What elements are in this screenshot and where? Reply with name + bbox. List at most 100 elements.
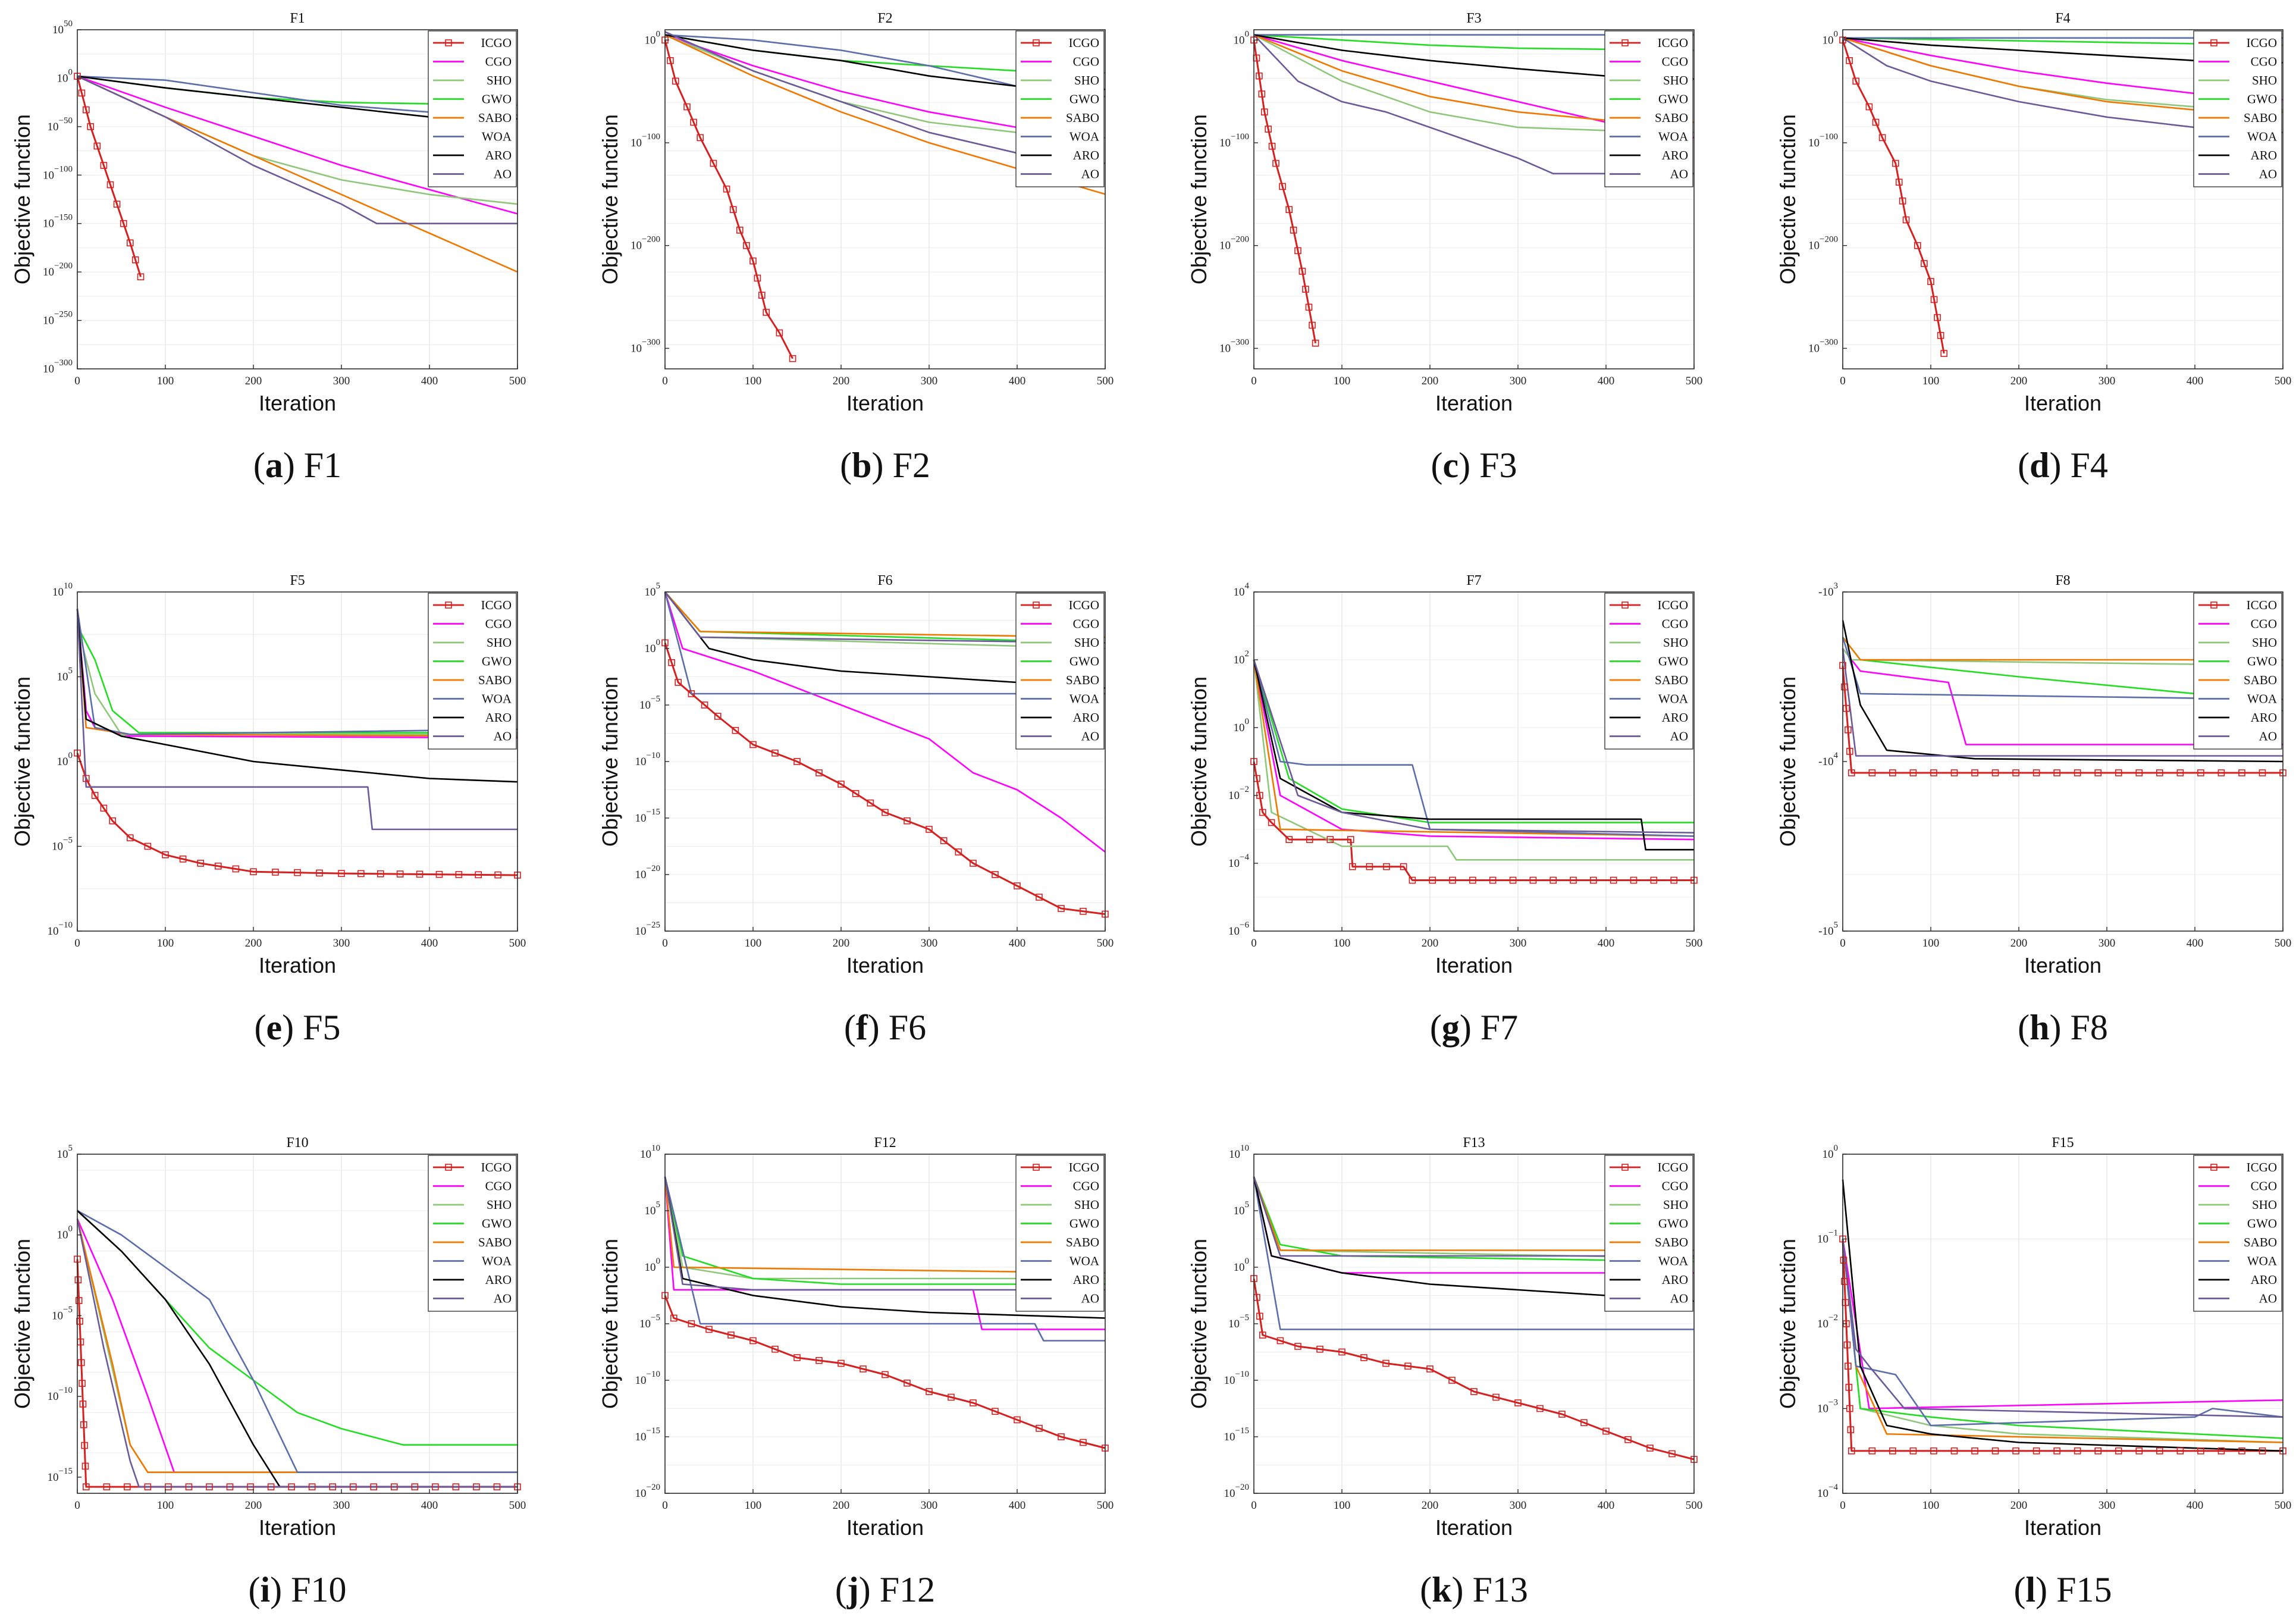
- legend-label: GWO: [482, 654, 512, 669]
- legend-label: WOA: [1069, 130, 1100, 144]
- y-tick-label: -104: [1818, 751, 1838, 768]
- x-tick-label: 100: [157, 937, 174, 950]
- icgo-marker: [1670, 876, 1677, 884]
- x-tick-label: 0: [74, 375, 80, 387]
- caption-name: F7: [1481, 1008, 1518, 1047]
- icgo-marker: [250, 868, 257, 876]
- series-group: [74, 609, 521, 879]
- icgo-marker: [2094, 1447, 2102, 1455]
- series-line-sabo: [664, 591, 1106, 638]
- legend-label: WOA: [2247, 1254, 2278, 1268]
- legend-label: AO: [1670, 167, 1688, 181]
- icgo-marker: [1268, 819, 1275, 826]
- legend-label: ICGO: [481, 1160, 512, 1174]
- icgo-marker: [1848, 769, 1855, 776]
- icgo-marker: [1846, 57, 1853, 64]
- legend-label: WOA: [1069, 1254, 1100, 1268]
- series-line-aro: [1842, 1179, 2284, 1452]
- icgo-marker: [1470, 1388, 1478, 1395]
- icgo-marker: [758, 292, 766, 299]
- icgo-marker: [144, 1483, 152, 1490]
- icgo-marker: [668, 659, 675, 666]
- x-tick-label: 300: [921, 937, 938, 950]
- series-line-icgo: [1842, 39, 1945, 354]
- y-tick-label: 100: [1234, 1257, 1250, 1274]
- icgo-marker: [970, 1399, 977, 1406]
- x-tick-label: 500: [1097, 937, 1114, 950]
- legend-label: AO: [2259, 729, 2277, 744]
- icgo-marker: [667, 57, 674, 64]
- legend-label: GWO: [1658, 92, 1688, 106]
- x-tick-label: 300: [1510, 1499, 1527, 1512]
- y-tick-label: 100: [645, 29, 661, 46]
- icgo-marker: [1014, 1416, 1021, 1424]
- y-tick-label: 10−15: [635, 1426, 660, 1443]
- series-line-ao: [1253, 34, 1694, 175]
- legend-label: SHO: [1663, 1198, 1688, 1212]
- icgo-marker: [970, 860, 977, 867]
- icgo-marker: [87, 123, 95, 130]
- x-tick-label: 300: [2099, 375, 2116, 387]
- legend-label: WOA: [482, 692, 512, 706]
- legend-marker: [1033, 601, 1040, 609]
- x-tick-label: 500: [509, 1499, 526, 1512]
- y-tick-label: 10−2: [1817, 1313, 1838, 1330]
- icgo-marker: [74, 1276, 82, 1284]
- icgo-marker: [1489, 876, 1497, 884]
- series-line-woa: [1253, 1176, 1694, 1330]
- series-line-ao: [664, 1176, 1105, 1291]
- series-line-ao: [1253, 659, 1695, 834]
- x-tick-label: 300: [333, 1499, 350, 1512]
- x-tick-label: 300: [2099, 1499, 2116, 1512]
- y-tick-label: 100: [1234, 29, 1250, 46]
- caption-letter: g: [1442, 1008, 1460, 1047]
- x-tick-label: 500: [1097, 1499, 1114, 1512]
- icgo-marker: [162, 851, 169, 859]
- icgo-marker: [749, 257, 757, 265]
- y-axis-label: Objective function: [1187, 114, 1211, 284]
- icgo-marker: [185, 1483, 193, 1490]
- caption-name: F2: [892, 446, 930, 485]
- icgo-marker: [272, 869, 279, 876]
- legend-label: GWO: [2247, 654, 2277, 669]
- legend-label: CGO: [1073, 617, 1099, 631]
- icgo-marker: [124, 1483, 131, 1490]
- y-tick-label: 10−5: [639, 694, 660, 712]
- x-axis-label: Iteration: [846, 1515, 924, 1540]
- x-tick-label: 100: [745, 375, 762, 387]
- series-line-cgo: [664, 591, 1106, 853]
- legend-label: SABO: [1066, 111, 1099, 125]
- legend-box: [428, 593, 517, 750]
- x-axis-label: Iteration: [1435, 391, 1513, 415]
- y-tick-label: 104: [1234, 581, 1250, 599]
- icgo-marker: [390, 1483, 398, 1490]
- y-tick-label: 10−50: [48, 116, 73, 133]
- legend-label: ARO: [485, 710, 512, 725]
- legend-label: CGO: [2251, 1179, 2277, 1193]
- legend-label: AO: [494, 729, 512, 744]
- x-tick-label: 300: [1510, 937, 1527, 950]
- legend-label: ARO: [1662, 148, 1688, 162]
- series-line-ao: [664, 591, 1106, 644]
- icgo-marker: [2012, 769, 2019, 776]
- icgo-marker: [338, 870, 345, 877]
- icgo-marker: [1347, 836, 1354, 843]
- panel-caption: (f) F6: [844, 1008, 926, 1047]
- x-tick-label: 200: [1422, 375, 1439, 387]
- y-tick-label: 10−20: [635, 1483, 660, 1500]
- legend: ICGO CGO SHO GWO SABO WOA ARO AO: [2193, 593, 2282, 750]
- x-axis-label: Iteration: [846, 953, 924, 977]
- icgo-marker: [2074, 1447, 2081, 1455]
- legend-label: SABO: [1066, 1235, 1099, 1249]
- icgo-marker: [1630, 876, 1638, 884]
- legend-label: SHO: [1663, 73, 1688, 87]
- icgo-marker: [1400, 863, 1407, 870]
- icgo-marker: [1843, 704, 1850, 712]
- legend-label: GWO: [1069, 1217, 1099, 1231]
- legend-box: [1604, 1155, 1693, 1312]
- y-tick-label: 100: [57, 751, 73, 768]
- caption-name: F10: [291, 1570, 346, 1609]
- icgo-marker: [113, 200, 121, 208]
- icgo-marker: [670, 1314, 677, 1322]
- legend-label: WOA: [482, 1254, 512, 1268]
